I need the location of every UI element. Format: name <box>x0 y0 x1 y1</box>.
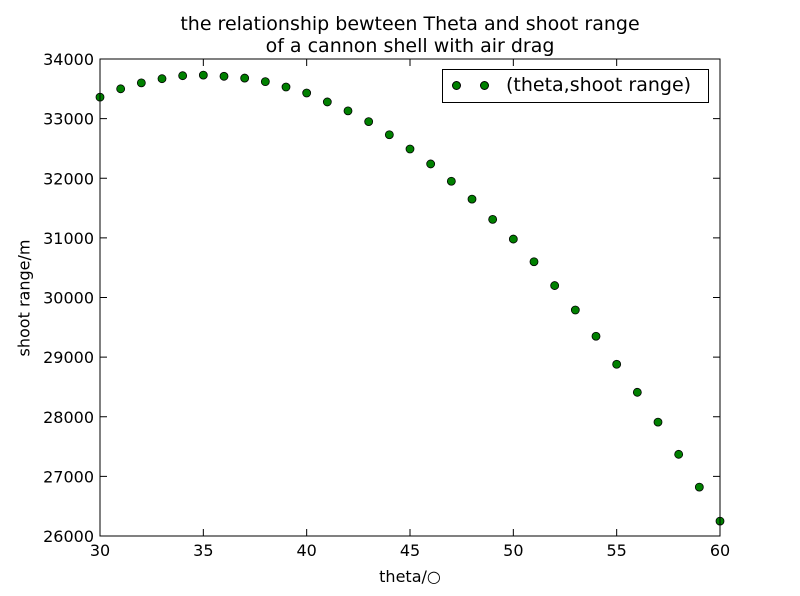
legend: (theta,shoot range) <box>442 69 709 103</box>
x-tick-label: 60 <box>710 541 730 560</box>
y-tick-label: 28000 <box>43 408 94 427</box>
chart-title-line-2: of a cannon shell with air drag <box>265 35 555 57</box>
data-point <box>674 449 684 459</box>
data-point <box>426 159 436 169</box>
data-point <box>529 257 539 267</box>
data-point <box>467 194 477 204</box>
data-points <box>95 70 725 526</box>
legend-marker <box>480 81 489 90</box>
y-tick-label: 29000 <box>43 348 94 367</box>
y-tick-label: 32000 <box>43 169 94 188</box>
data-point <box>260 77 270 87</box>
data-point <box>281 82 291 92</box>
data-point <box>694 482 704 492</box>
legend-marker <box>452 81 461 90</box>
data-point <box>364 117 374 127</box>
data-point <box>343 106 353 116</box>
data-point <box>488 214 498 224</box>
x-tick-label: 55 <box>606 541 626 560</box>
x-axis-label: theta/○ <box>379 567 441 586</box>
data-point <box>136 78 146 88</box>
data-point <box>219 71 229 81</box>
x-tick-label: 50 <box>503 541 523 560</box>
x-tick-label: 40 <box>296 541 316 560</box>
axis-ticks: 30 35 40 45 50 55 60 26000 27000 28000 29000 30000 3… <box>43 50 730 560</box>
data-point <box>570 305 580 315</box>
plot-frame <box>99 58 721 537</box>
data-point <box>240 73 250 83</box>
y-tick-label: 31000 <box>43 229 94 248</box>
data-point <box>550 281 560 290</box>
data-point <box>446 176 456 186</box>
x-tick-label: 30 <box>90 541 110 560</box>
data-point <box>653 417 663 427</box>
data-point <box>612 359 622 369</box>
y-tick-label: 30000 <box>43 289 94 308</box>
y-tick-label: 26000 <box>43 527 94 546</box>
data-point <box>178 71 188 81</box>
y-tick-label: 27000 <box>43 467 94 486</box>
data-point <box>632 387 642 397</box>
data-point <box>198 70 208 80</box>
y-axis-label: shoot range/m <box>14 239 34 357</box>
data-point <box>405 144 415 154</box>
x-tick-label: 45 <box>400 541 420 560</box>
chart-title-line-1: the relationship bewteen Theta and shoot… <box>180 13 640 35</box>
data-point <box>384 130 394 140</box>
y-tick-label: 33000 <box>43 110 94 129</box>
x-tick-label: 35 <box>193 541 213 560</box>
data-point <box>302 88 312 98</box>
data-point <box>116 84 126 94</box>
y-tick-label: 34000 <box>43 50 94 69</box>
data-point <box>508 234 518 244</box>
data-point <box>591 331 601 341</box>
data-point <box>322 97 332 107</box>
legend-label: (theta,shoot range) <box>506 74 692 96</box>
data-point <box>157 74 167 84</box>
